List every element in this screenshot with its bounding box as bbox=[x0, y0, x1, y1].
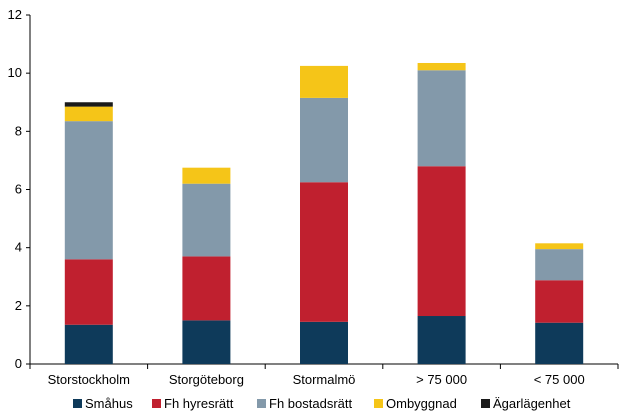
bar-segment bbox=[64, 324, 113, 364]
y-tick-label: 8 bbox=[15, 123, 22, 138]
legend-swatch bbox=[374, 399, 383, 408]
bar-segment bbox=[535, 322, 584, 364]
bar-segment bbox=[182, 183, 231, 257]
bar-segment bbox=[535, 243, 584, 250]
legend: Småhus Fh hyresrätt Fh bostadsrätt Ombyggna… bbox=[73, 396, 571, 411]
bars bbox=[64, 62, 584, 364]
bar-segment bbox=[64, 121, 113, 260]
legend-label: Fh bostadsrätt bbox=[269, 396, 352, 411]
bar-segment bbox=[300, 97, 348, 183]
x-tick-label: < 75 000 bbox=[534, 372, 585, 387]
legend-swatch bbox=[257, 399, 266, 408]
bar-segment bbox=[64, 106, 113, 122]
bar-segment bbox=[417, 62, 466, 71]
legend-label: Småhus bbox=[85, 396, 133, 411]
legend-swatch bbox=[152, 399, 161, 408]
y-tick-label: 4 bbox=[15, 240, 22, 255]
bar-segment bbox=[417, 70, 466, 167]
y-tick-label: 12 bbox=[8, 7, 22, 22]
bar-segment bbox=[417, 316, 466, 364]
bar-segment bbox=[535, 249, 584, 281]
legend-label: Ombyggnad bbox=[386, 396, 457, 411]
y-tick-label: 0 bbox=[15, 356, 22, 371]
bar-segment bbox=[300, 321, 348, 364]
y-tick-label: 6 bbox=[15, 182, 22, 197]
x-tick-label: Storgöteborg bbox=[169, 372, 244, 387]
y-tick-label: 10 bbox=[8, 65, 22, 80]
x-tick-labels: Storstockholm Storgöteborg Stormalmö > 75 0… bbox=[48, 372, 585, 387]
axes bbox=[26, 14, 619, 369]
bar-segment bbox=[300, 182, 348, 322]
y-tick-label: 2 bbox=[15, 298, 22, 313]
bar-segment bbox=[64, 102, 113, 107]
x-tick-label: Storstockholm bbox=[48, 372, 130, 387]
bar-segment bbox=[182, 320, 231, 364]
bar-segment bbox=[417, 166, 466, 317]
x-tick-label: > 75 000 bbox=[416, 372, 467, 387]
bar-segment bbox=[182, 167, 231, 184]
legend-swatch bbox=[73, 399, 82, 408]
x-tick-label: Stormalmö bbox=[293, 372, 356, 387]
legend-label: Fh hyresrätt bbox=[164, 396, 234, 411]
bar-segment bbox=[300, 65, 348, 98]
legend-label: Ägarlägenhet bbox=[493, 396, 571, 411]
y-tick-labels: 0 2 4 6 8 10 12 bbox=[8, 7, 22, 371]
bar-segment bbox=[64, 259, 113, 325]
bar-segment bbox=[182, 256, 231, 321]
legend-swatch bbox=[481, 399, 490, 408]
bar-segment bbox=[535, 280, 584, 323]
